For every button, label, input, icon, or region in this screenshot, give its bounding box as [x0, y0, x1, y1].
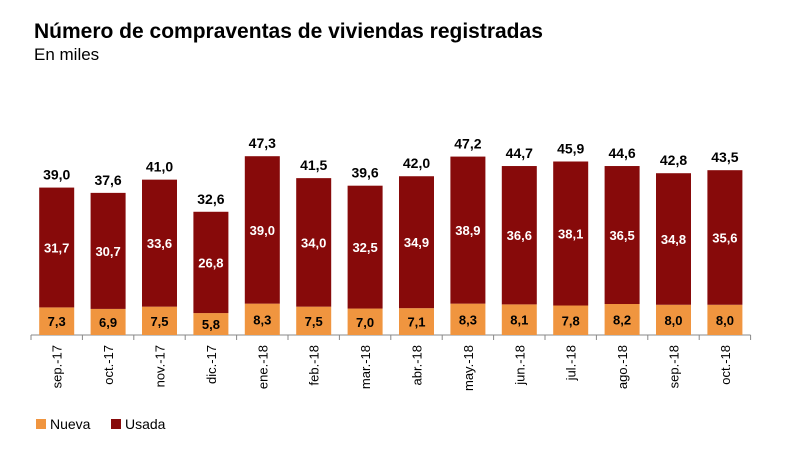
x-tick-label: ene.-18 — [255, 345, 270, 389]
bar-usada — [90, 192, 126, 309]
chart-title: Número de compraventas de viviendas regi… — [34, 20, 543, 43]
x-tick-label: oct.-17 — [101, 345, 116, 385]
legend-nueva: Nueva — [36, 416, 90, 432]
total-label: 32,6 — [197, 191, 224, 207]
x-tick-label: may.-18 — [461, 345, 476, 391]
data-label-usada: 31,7 — [44, 240, 69, 255]
legend-label: Usada — [125, 416, 166, 432]
data-label-usada: 33,6 — [147, 236, 172, 251]
bar-usada — [244, 156, 280, 304]
bar-usada — [193, 211, 229, 314]
total-label: 42,0 — [403, 155, 430, 171]
data-label-nueva: 7,5 — [150, 314, 168, 329]
legend-usada: Usada — [111, 416, 165, 432]
data-label-nueva: 7,0 — [356, 315, 374, 330]
data-label-nueva: 5,8 — [202, 317, 220, 332]
data-label-usada: 36,6 — [507, 228, 532, 243]
total-label: 45,9 — [557, 140, 584, 156]
total-label: 39,0 — [43, 167, 70, 183]
x-tick-label: abr.-18 — [410, 345, 425, 385]
total-label: 47,3 — [249, 135, 276, 151]
data-label-nueva: 8,0 — [664, 313, 682, 328]
data-label-nueva: 8,3 — [459, 312, 477, 327]
bar-nueva — [39, 307, 75, 335]
bar-usada — [707, 170, 743, 305]
total-label: 43,5 — [711, 149, 738, 165]
bar-nueva — [244, 303, 280, 335]
bar-usada — [553, 161, 589, 306]
total-label: 37,6 — [94, 172, 121, 188]
total-label: 47,2 — [454, 136, 481, 152]
x-tick-label: feb.-18 — [307, 345, 322, 385]
bar-nueva — [399, 308, 434, 335]
total-label: 41,0 — [146, 159, 173, 175]
total-label: 41,5 — [300, 157, 327, 173]
bar-usada — [450, 156, 486, 304]
x-tick-label: jul.-18 — [564, 345, 579, 381]
data-label-nueva: 7,1 — [407, 315, 425, 330]
x-tick-label: oct.-18 — [718, 345, 733, 385]
data-label-nueva: 7,3 — [48, 314, 66, 329]
x-tick-label: sep.-18 — [667, 345, 682, 388]
bar-usada — [142, 179, 177, 307]
total-label: 42,8 — [660, 152, 687, 168]
data-label-usada: 34,9 — [404, 235, 429, 250]
bar-nueva — [707, 304, 743, 335]
data-label-usada: 35,6 — [712, 230, 737, 245]
x-tick-label: jun.-18 — [512, 345, 527, 386]
data-label-nueva: 8,2 — [613, 313, 631, 328]
bar-nueva — [193, 313, 229, 335]
bar-nueva — [501, 304, 537, 335]
bar-usada — [296, 178, 332, 307]
x-tick-label: mar.-18 — [358, 345, 373, 389]
data-label-usada: 26,8 — [198, 255, 223, 270]
x-tick-label: ago.-18 — [615, 345, 630, 389]
data-label-nueva: 7,5 — [305, 314, 323, 329]
total-label: 44,7 — [506, 145, 533, 161]
bar-usada — [39, 187, 75, 308]
bar-nueva — [604, 304, 640, 335]
bar-usada — [501, 166, 537, 305]
data-label-nueva: 7,8 — [562, 313, 580, 328]
bar-nueva — [450, 303, 486, 335]
bar-nueva — [296, 306, 332, 335]
legend-swatch-nueva — [36, 419, 46, 429]
data-label-usada: 36,5 — [609, 228, 634, 243]
bar-nueva — [656, 304, 691, 335]
bar-usada — [399, 176, 434, 309]
bar-usada — [656, 173, 691, 305]
data-label-usada: 39,0 — [250, 223, 275, 238]
data-label-usada: 30,7 — [95, 244, 120, 259]
bar-usada — [347, 185, 383, 309]
chart-subtitle: En miles — [34, 45, 100, 64]
legend-label: Nueva — [50, 416, 91, 432]
x-tick-label: dic.-17 — [204, 345, 219, 384]
data-label-nueva: 8,3 — [253, 312, 271, 327]
bar-usada — [604, 166, 640, 305]
data-label-usada: 32,5 — [352, 240, 377, 255]
bar-nueva — [347, 308, 383, 335]
data-label-usada: 38,9 — [455, 223, 480, 238]
bar-nueva — [142, 306, 177, 335]
data-label-usada: 34,0 — [301, 235, 326, 250]
total-label: 39,6 — [351, 165, 378, 181]
legend-swatch-usada — [111, 419, 121, 429]
bar-nueva — [90, 308, 126, 335]
data-label-usada: 38,1 — [558, 227, 583, 242]
total-label: 44,6 — [608, 145, 635, 161]
bar-nueva — [553, 305, 589, 335]
x-tick-label: sep.-17 — [50, 345, 65, 388]
data-label-nueva: 6,9 — [99, 315, 117, 330]
data-label-nueva: 8,1 — [510, 313, 528, 328]
data-label-usada: 34,8 — [661, 232, 686, 247]
data-label-nueva: 8,0 — [716, 313, 734, 328]
x-tick-label: nov.-17 — [153, 345, 168, 387]
